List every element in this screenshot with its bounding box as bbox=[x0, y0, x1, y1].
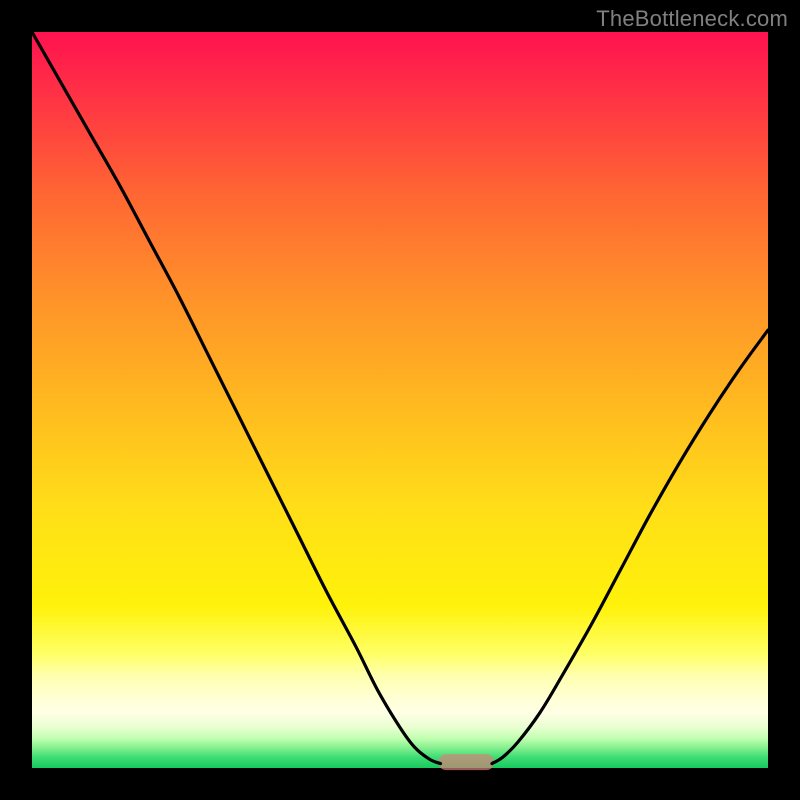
bottleneck-marker bbox=[438, 754, 494, 770]
bottleneck-chart bbox=[0, 0, 800, 800]
watermark-text: TheBottleneck.com bbox=[596, 6, 788, 32]
chart-container: TheBottleneck.com bbox=[0, 0, 800, 800]
